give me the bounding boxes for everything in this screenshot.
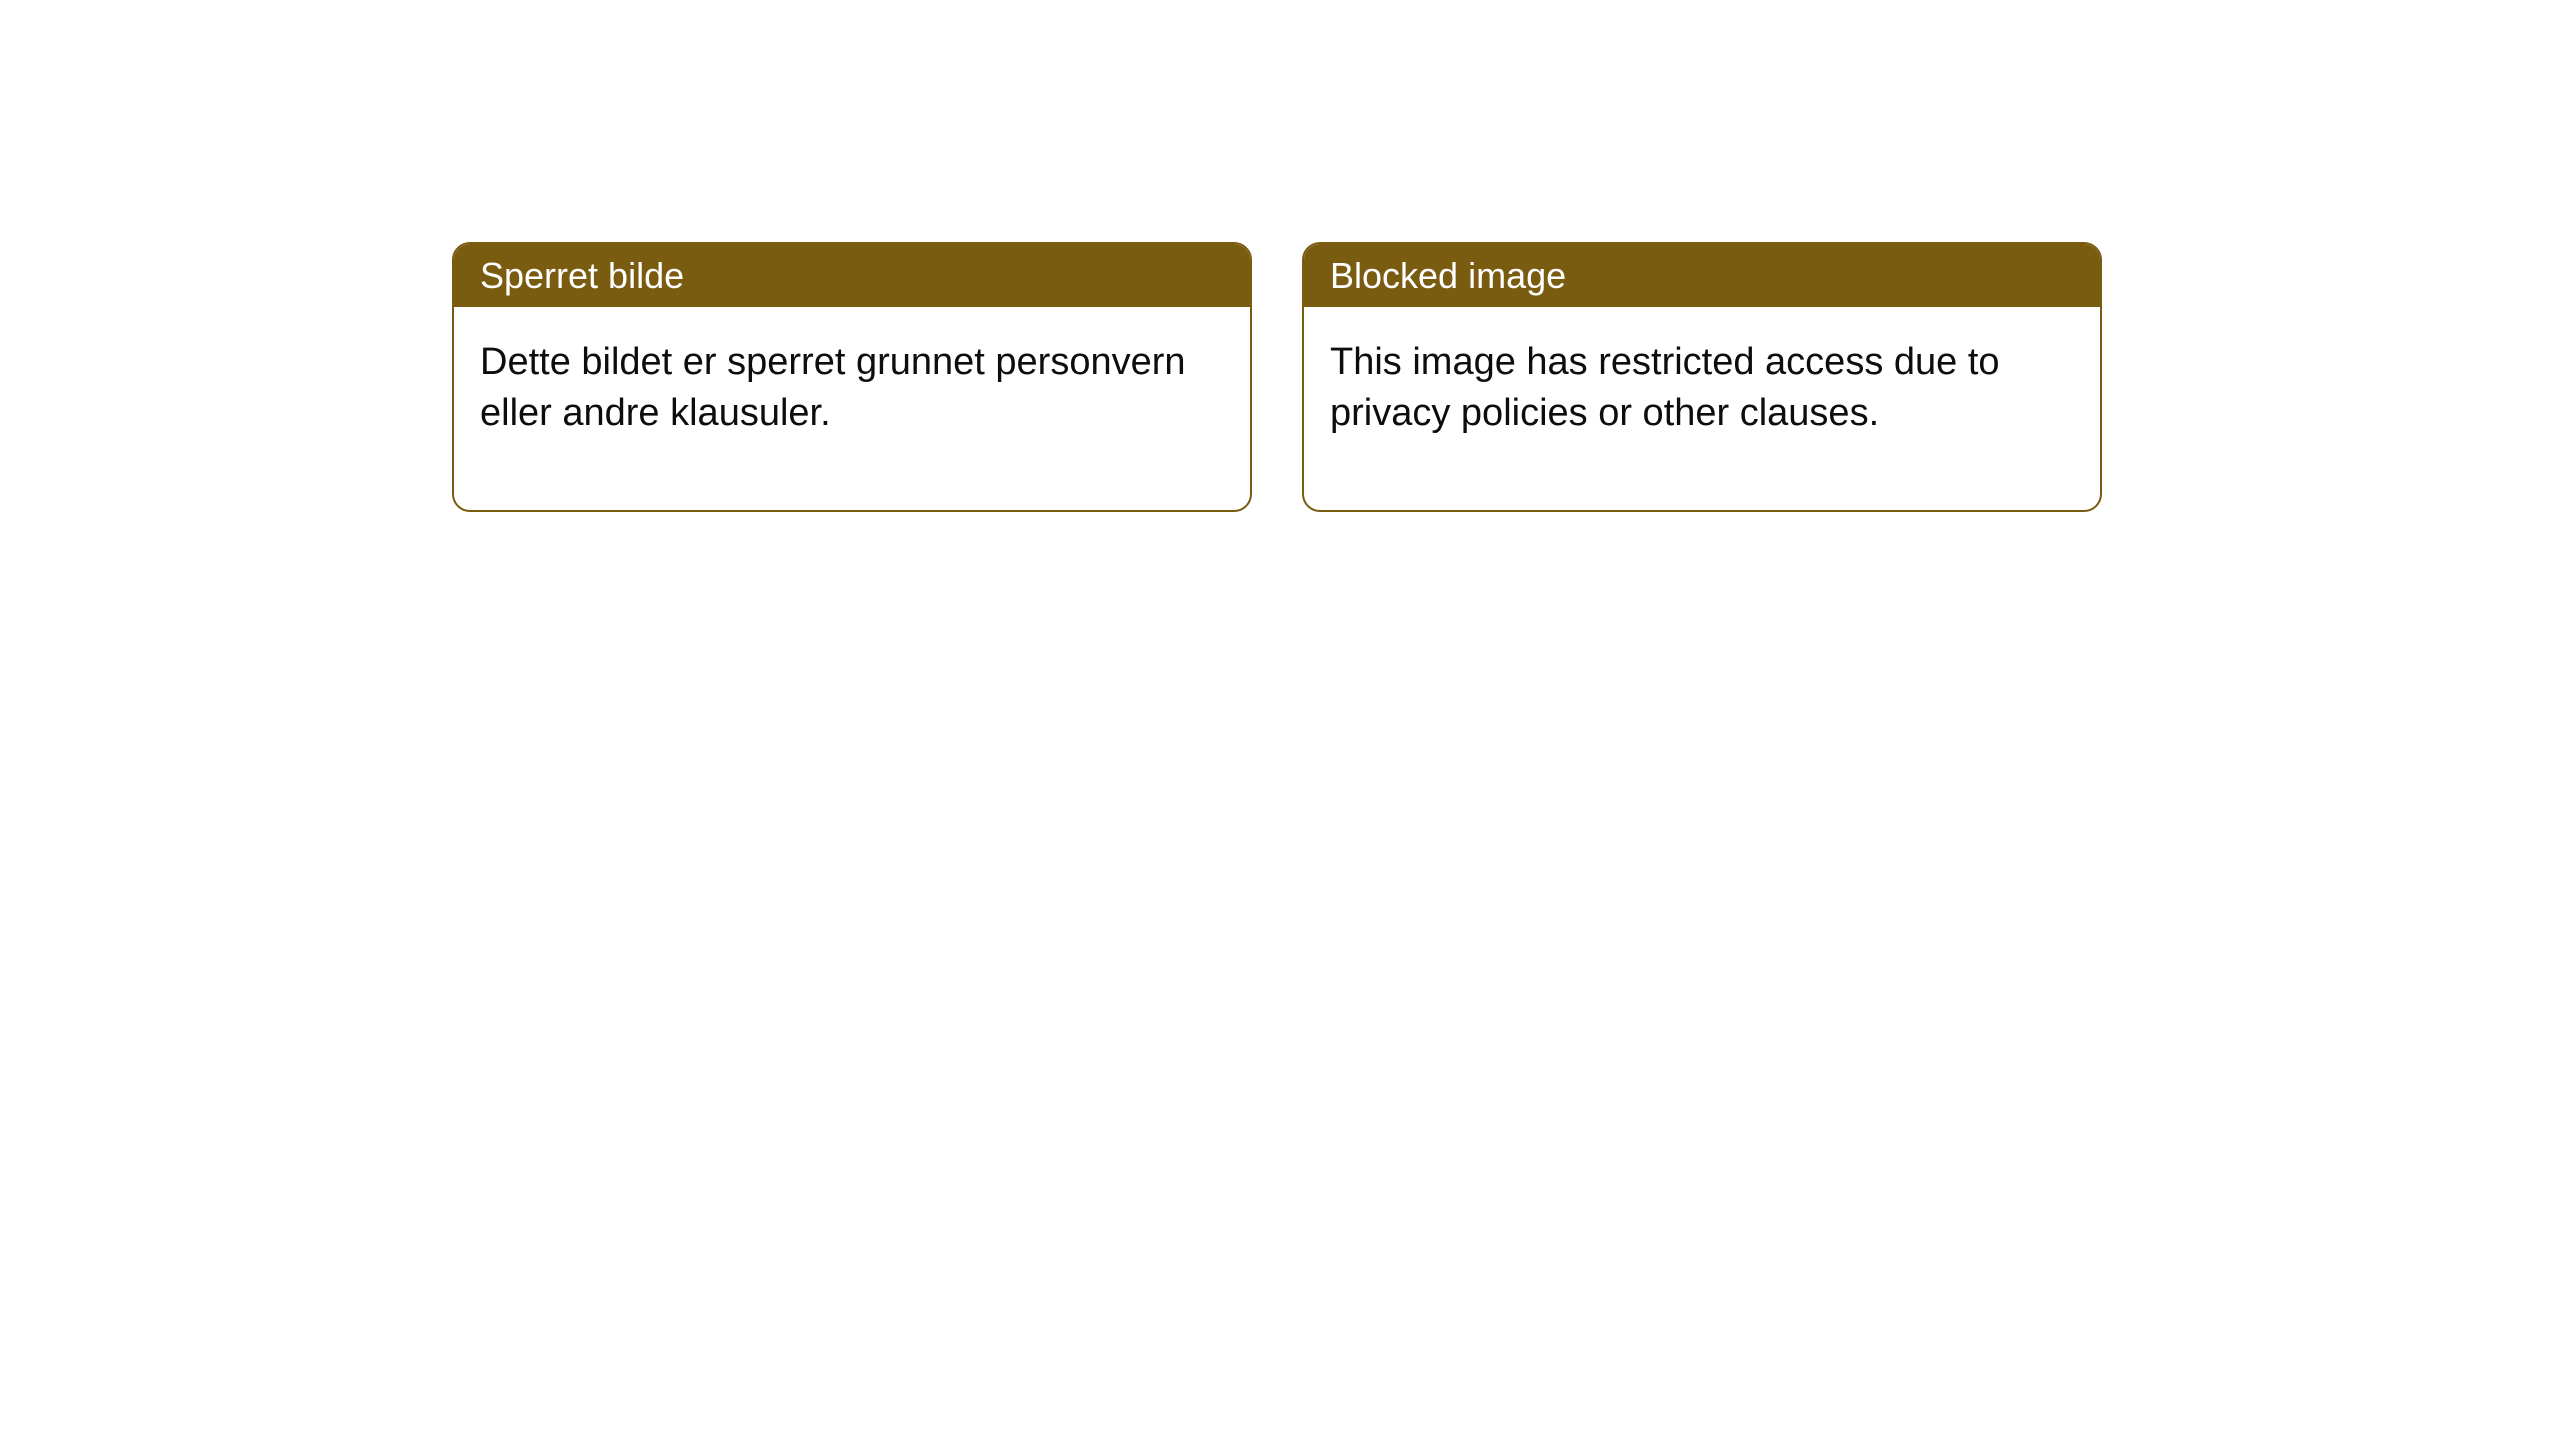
notice-card-norwegian: Sperret bilde Dette bildet er sperret gr… — [452, 242, 1252, 512]
notice-title-english: Blocked image — [1304, 244, 2100, 307]
notice-card-english: Blocked image This image has restricted … — [1302, 242, 2102, 512]
notice-message-norwegian: Dette bildet er sperret grunnet personve… — [454, 307, 1250, 510]
notice-message-english: This image has restricted access due to … — [1304, 307, 2100, 510]
notice-title-norwegian: Sperret bilde — [454, 244, 1250, 307]
notice-container: Sperret bilde Dette bildet er sperret gr… — [0, 0, 2560, 512]
